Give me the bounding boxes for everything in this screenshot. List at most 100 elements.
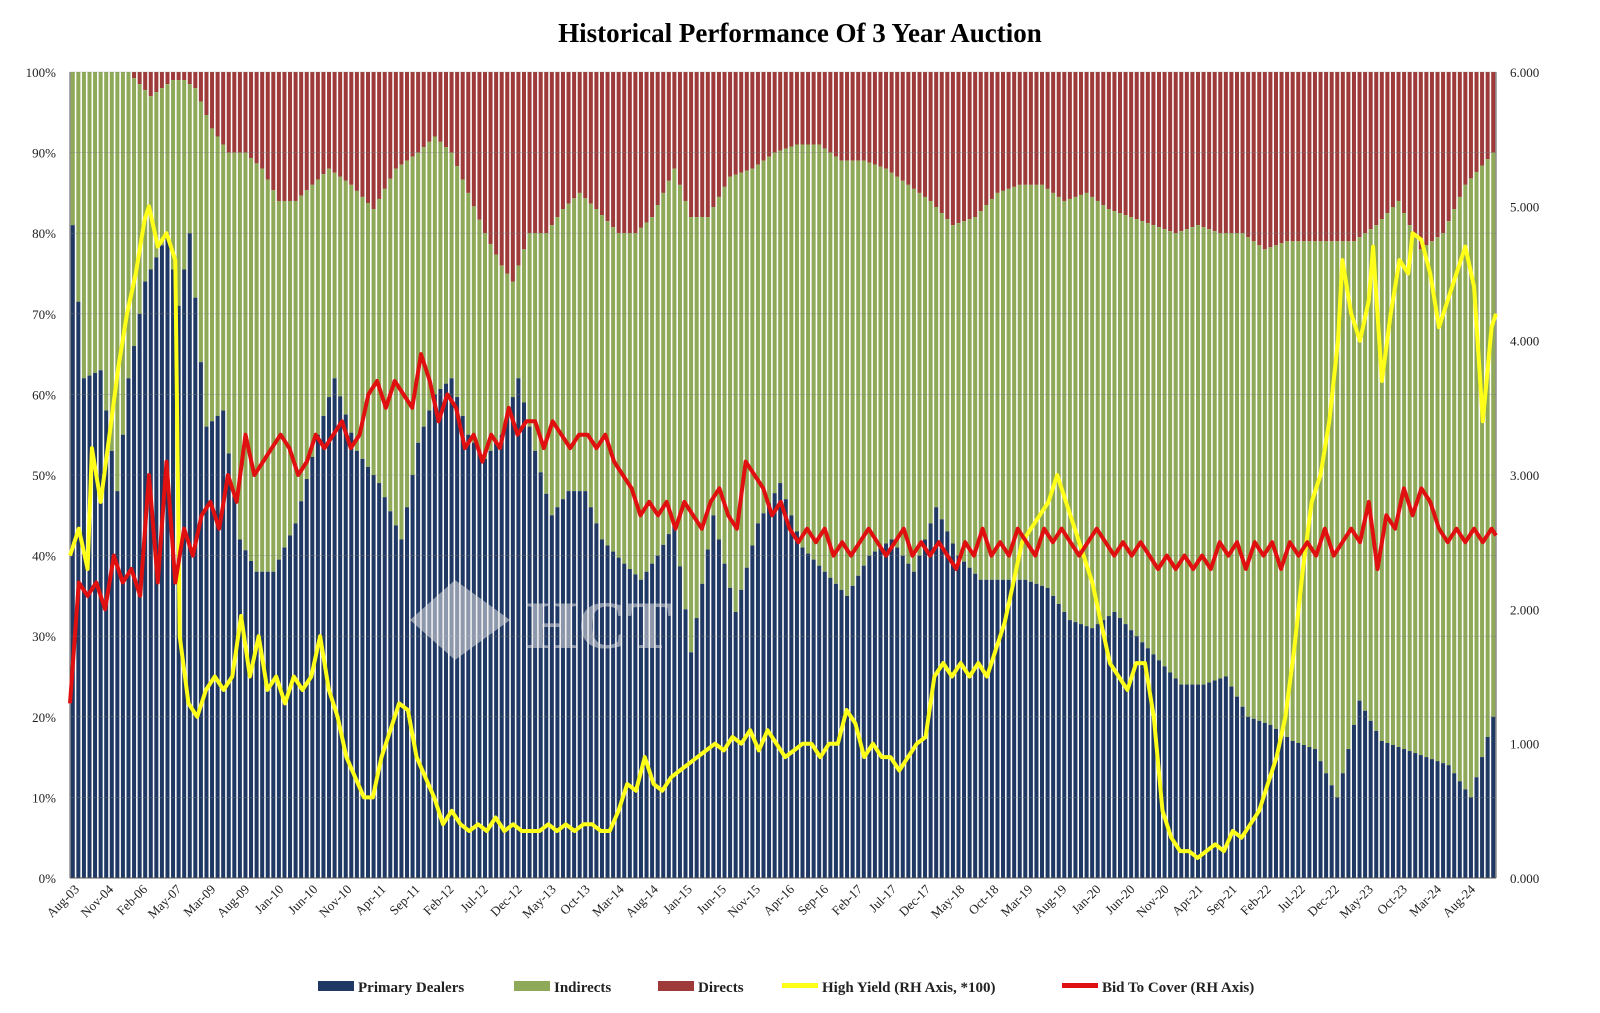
bar-indirects xyxy=(126,72,131,379)
bar-directs xyxy=(1073,72,1078,197)
bar-indirects xyxy=(1134,219,1139,637)
bar-primary-dealers xyxy=(1234,696,1239,878)
bar-directs xyxy=(755,72,760,165)
bar-directs xyxy=(1285,72,1290,242)
bar-primary-dealers xyxy=(349,432,354,878)
bar-primary-dealers xyxy=(477,450,482,878)
bar-primary-dealers xyxy=(544,493,549,878)
left-tick-label: 100% xyxy=(26,65,57,80)
bar-indirects xyxy=(962,221,967,562)
bar-primary-dealers xyxy=(1023,579,1028,878)
bar-primary-dealers xyxy=(1407,751,1412,878)
bar-directs xyxy=(689,72,694,218)
bar-directs xyxy=(366,72,371,203)
bar-primary-dealers xyxy=(1045,587,1050,878)
bar-primary-dealers xyxy=(148,269,153,879)
bar-directs xyxy=(1296,72,1301,242)
bar-directs xyxy=(132,72,137,79)
bar-primary-dealers xyxy=(293,523,298,878)
bar-directs xyxy=(1257,72,1262,246)
bar-primary-dealers xyxy=(1357,700,1362,878)
bar-indirects xyxy=(76,72,81,302)
bar-indirects xyxy=(800,144,805,548)
bar-primary-dealers xyxy=(315,434,320,878)
right-tick-label: 3.000 xyxy=(1510,468,1539,483)
bar-indirects xyxy=(767,156,772,504)
bar-directs xyxy=(555,72,560,218)
left-tick-label: 10% xyxy=(32,790,56,805)
bar-indirects xyxy=(1212,231,1217,681)
bar-directs xyxy=(382,72,387,189)
bar-directs xyxy=(1184,72,1189,230)
bar-primary-dealers xyxy=(354,450,359,878)
bar-indirects xyxy=(210,128,215,422)
bar-directs xyxy=(889,72,894,173)
bar-directs xyxy=(460,72,465,180)
bar-directs xyxy=(1307,72,1312,242)
bar-indirects xyxy=(694,217,699,619)
bar-directs xyxy=(293,72,298,201)
bar-directs xyxy=(321,72,326,175)
bar-directs xyxy=(377,72,382,199)
bar-indirects xyxy=(477,219,482,451)
bar-indirects xyxy=(856,160,861,576)
bar-primary-dealers xyxy=(505,415,510,878)
bar-directs xyxy=(989,72,994,199)
x-tick-label: Oct-23 xyxy=(1374,882,1410,918)
bid-to-cover-line xyxy=(68,352,1498,704)
bar-directs xyxy=(1368,72,1373,230)
bar-directs xyxy=(833,72,838,157)
bar-primary-dealers xyxy=(872,551,877,878)
bar-directs xyxy=(198,72,203,102)
bar-indirects xyxy=(655,204,660,556)
legend-label: Directs xyxy=(698,980,744,996)
bar-directs xyxy=(650,72,655,218)
bar-directs xyxy=(867,72,872,163)
bar-indirects xyxy=(616,233,621,558)
right-tick-label: 6.000 xyxy=(1510,65,1539,80)
bar-directs xyxy=(872,72,877,165)
bar-primary-dealers xyxy=(1168,672,1173,878)
bar-indirects xyxy=(644,222,649,572)
left-tick-label: 80% xyxy=(32,226,56,241)
bar-indirects xyxy=(343,180,348,415)
bar-directs xyxy=(432,72,437,137)
bar-primary-dealers xyxy=(393,525,398,878)
bar-primary-dealers xyxy=(1396,747,1401,878)
bar-primary-dealers xyxy=(677,566,682,878)
bar-primary-dealers xyxy=(1123,624,1128,878)
bar-primary-dealers xyxy=(132,346,137,878)
x-tick-label: Jun-10 xyxy=(285,882,321,918)
bar-primary-dealers xyxy=(616,557,621,878)
bar-indirects xyxy=(471,206,476,443)
bar-indirects xyxy=(1390,207,1395,746)
bar-directs xyxy=(393,72,398,169)
bar-indirects xyxy=(661,192,666,545)
bar-primary-dealers xyxy=(226,453,231,878)
bar-indirects xyxy=(132,78,137,347)
bar-indirects xyxy=(393,168,398,526)
bar-directs xyxy=(906,72,911,185)
bar-indirects xyxy=(165,84,170,234)
bar-indirects xyxy=(1156,227,1162,661)
bar-primary-dealers xyxy=(327,397,332,878)
bar-indirects xyxy=(115,72,120,492)
bar-directs xyxy=(800,72,805,145)
bar-primary-dealers xyxy=(939,519,944,878)
bar-directs xyxy=(249,72,254,158)
bar-directs xyxy=(1006,72,1011,189)
bar-primary-dealers xyxy=(1324,773,1329,878)
bar-directs xyxy=(789,72,794,147)
left-tick-label: 30% xyxy=(32,629,56,644)
bar-directs xyxy=(588,72,593,204)
bar-directs xyxy=(1324,72,1329,242)
bar-primary-dealers xyxy=(1279,732,1284,878)
bar-indirects xyxy=(204,114,209,427)
right-tick-label: 4.000 xyxy=(1510,334,1539,349)
bar-indirects xyxy=(839,160,844,590)
bar-indirects xyxy=(622,233,627,564)
bar-directs xyxy=(845,72,850,161)
x-tick-label: Jan-20 xyxy=(1068,882,1103,917)
bar-primary-dealers xyxy=(143,281,148,878)
bar-primary-dealers xyxy=(733,612,738,878)
